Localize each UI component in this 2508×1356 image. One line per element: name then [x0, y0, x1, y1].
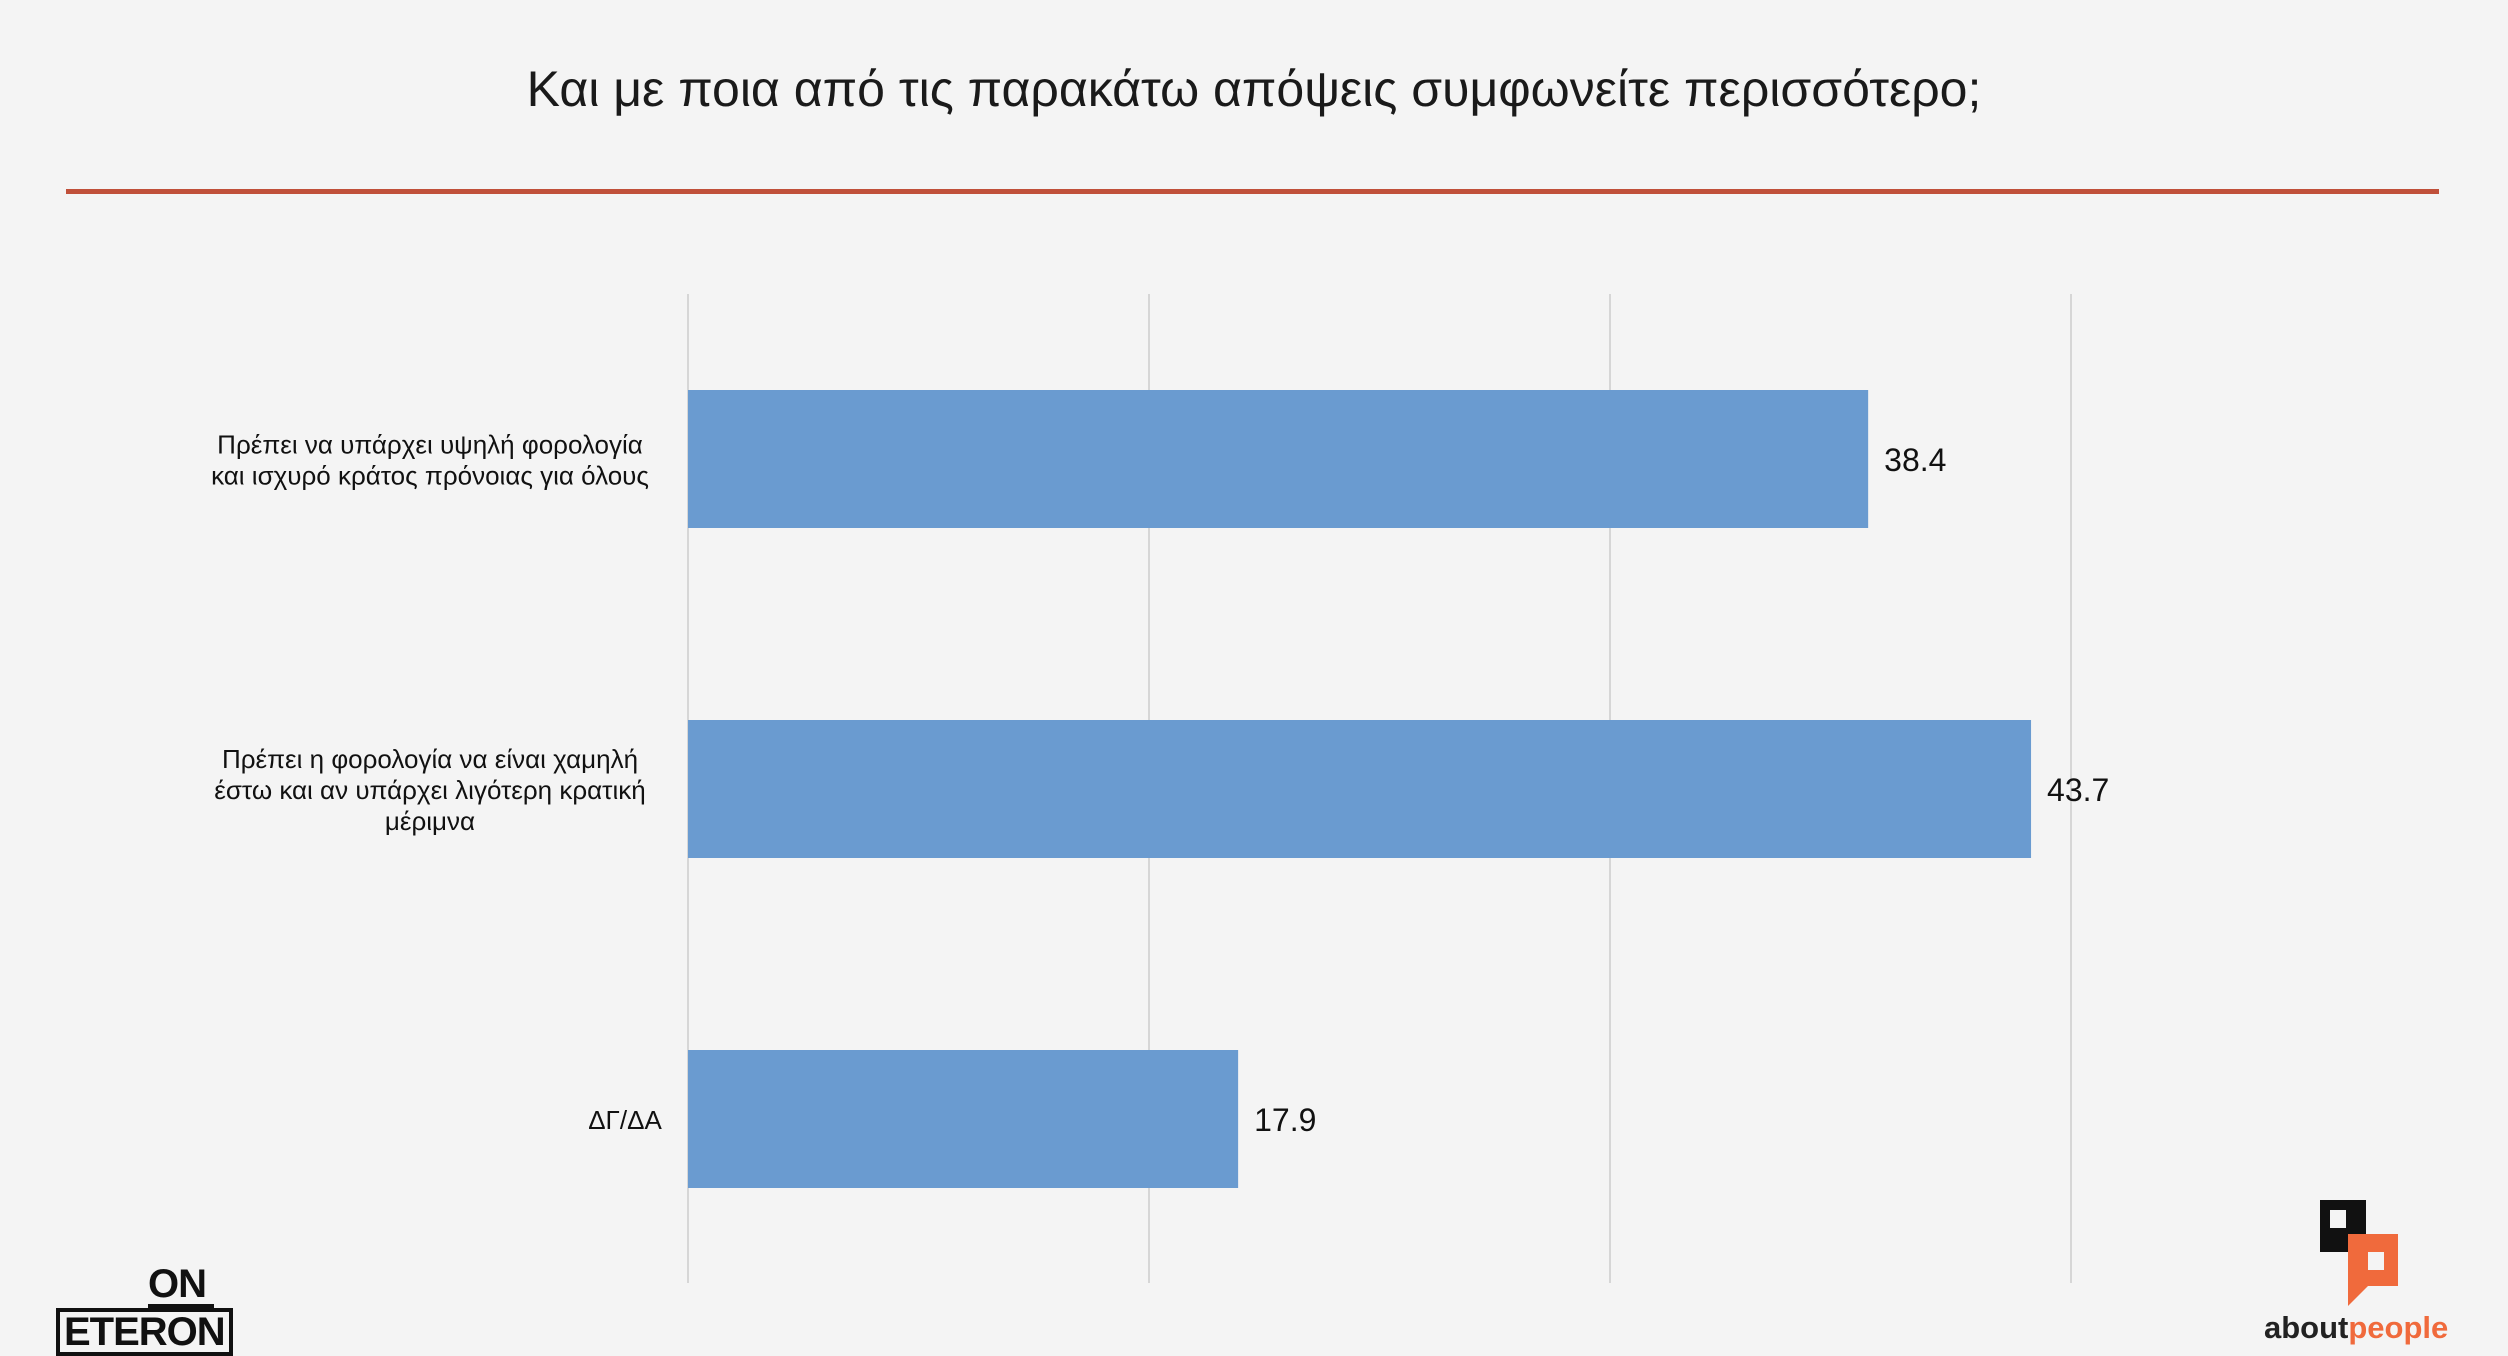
- category-label: Πρέπει η φορολογία να είναι χαμηλή έστω κ…: [214, 744, 645, 836]
- title-divider: [66, 189, 2439, 194]
- logo-on-text: ON: [148, 1264, 214, 1308]
- logo-eteron-text: ETERON: [56, 1308, 233, 1356]
- data-label: 38.4: [1884, 442, 1946, 478]
- category-label: ΔΓ/ΔΑ: [588, 1105, 662, 1135]
- category-label: Πρέπει να υπάρχει υψηλή φορολογία και ισχ…: [211, 430, 649, 491]
- speech-bubble-logo-icon: [2320, 1200, 2398, 1306]
- aboutpeople-wordmark: aboutpeople: [2264, 1310, 2449, 1345]
- bar: [688, 390, 1869, 528]
- aboutpeople-logo: aboutpeople: [2264, 1200, 2464, 1345]
- on-eteron-logo: ON ETERON: [56, 1264, 233, 1356]
- page-title: Και με ποια από τις παρακάτω απόψεις συμ…: [526, 61, 1982, 117]
- data-label: 43.7: [2047, 772, 2109, 808]
- bar: [688, 1050, 1239, 1188]
- bar: [688, 720, 2032, 858]
- data-label: 17.9: [1254, 1102, 1316, 1138]
